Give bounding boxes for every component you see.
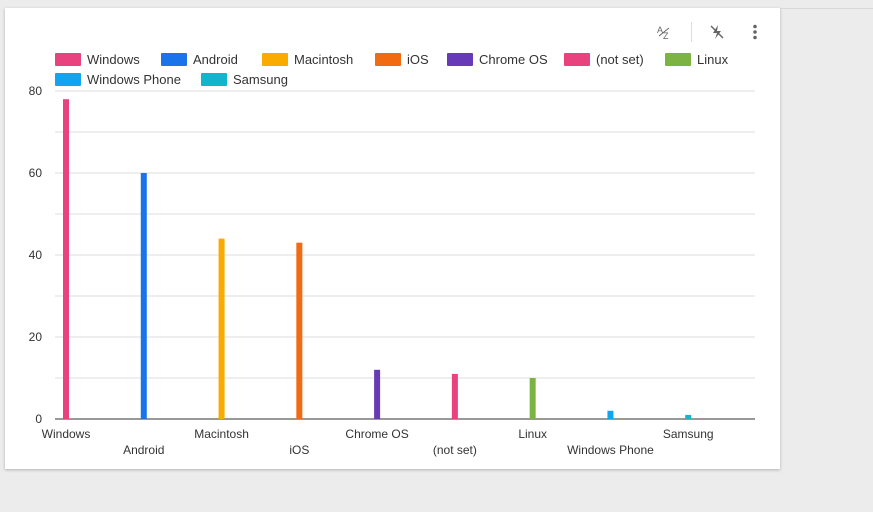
chart-toolbar: A Z [639, 16, 768, 48]
x-tick-label: (not set) [433, 443, 477, 457]
more-vert-icon[interactable] [742, 19, 768, 45]
legend-swatch [201, 73, 227, 86]
svg-text:A: A [657, 25, 663, 35]
x-tick-label: Chrome OS [345, 427, 408, 441]
legend-label: (not set) [596, 52, 644, 67]
lightning-off-icon[interactable] [704, 19, 730, 45]
legend-item[interactable]: Linux [665, 52, 728, 67]
legend-item[interactable]: Windows [55, 52, 140, 67]
y-tick-label: 20 [29, 330, 43, 344]
legend-swatch [447, 53, 473, 66]
x-tick-label: iOS [289, 443, 309, 457]
legend-label: Android [193, 52, 238, 67]
chart-card: A Z Windows Android Macintosh iOS Chrome OS (… [5, 8, 780, 469]
bar[interactable] [685, 414, 692, 419]
legend-swatch [564, 53, 590, 66]
x-tick-label: Macintosh [194, 427, 249, 441]
legend-label: Macintosh [294, 52, 354, 67]
x-tick-label: Linux [518, 427, 547, 441]
legend-swatch [55, 73, 81, 86]
legend-item[interactable]: Macintosh [262, 52, 353, 67]
legend-item[interactable]: (not set) [564, 52, 644, 67]
bar[interactable] [374, 369, 381, 419]
x-tick-label: Windows Phone [567, 443, 654, 457]
legend-label: Chrome OS [479, 52, 548, 67]
y-tick-label: 80 [29, 84, 43, 98]
y-tick-label: 60 [29, 166, 43, 180]
legend-label: Windows [87, 52, 140, 67]
bar[interactable] [218, 238, 225, 419]
toolbar-separator [691, 22, 692, 42]
legend-item[interactable]: Android [161, 52, 238, 67]
legend-label: iOS [407, 52, 429, 67]
bar[interactable] [607, 410, 614, 419]
x-tick-label: Android [123, 443, 164, 457]
legend-label: Samsung [233, 72, 288, 87]
bar-chart: 0 20 40 60 80 Windows Android Macintosh iOS Chrom… [29, 84, 755, 457]
legend-label: Windows Phone [87, 72, 181, 87]
bar[interactable] [529, 378, 536, 419]
legend-swatch [55, 53, 81, 66]
bar[interactable] [451, 373, 458, 419]
legend-item[interactable]: Samsung [201, 72, 288, 87]
bar[interactable] [296, 242, 303, 419]
bar[interactable] [140, 173, 147, 419]
y-tick-label: 0 [35, 412, 42, 426]
legend-swatch [665, 53, 691, 66]
y-tick-label: 40 [29, 248, 43, 262]
sort-az-icon[interactable]: A Z [651, 19, 677, 45]
x-tick-label: Samsung [663, 427, 714, 441]
legend-swatch [161, 53, 187, 66]
x-tick-label: Windows [42, 427, 91, 441]
bar[interactable] [63, 99, 69, 419]
legend-item[interactable]: Chrome OS [447, 52, 548, 67]
legend-swatch [375, 53, 401, 66]
top-divider [780, 8, 873, 9]
legend-item[interactable]: Windows Phone [55, 72, 181, 87]
legend-swatch [262, 53, 288, 66]
svg-text:Z: Z [663, 31, 669, 41]
legend-item[interactable]: iOS [375, 52, 429, 67]
legend-label: Linux [697, 52, 729, 67]
